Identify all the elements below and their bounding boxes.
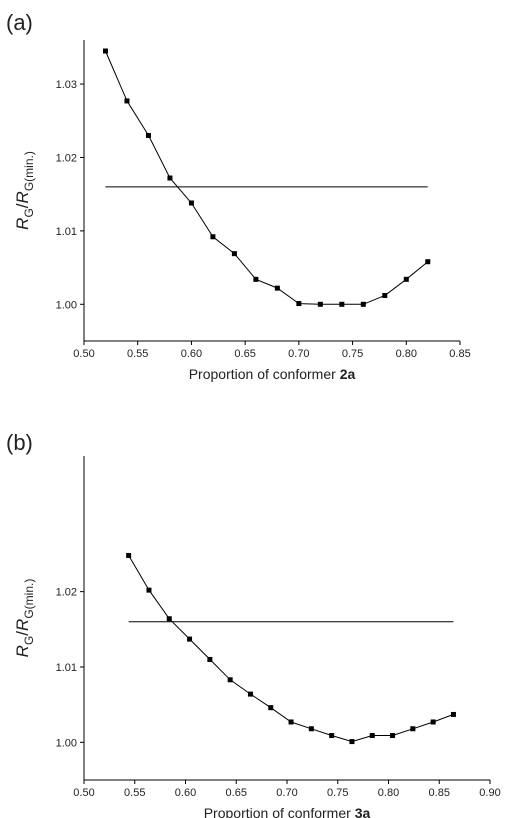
- y-tick-label: 1.02: [56, 152, 77, 164]
- y-label-part: R: [13, 191, 32, 203]
- data-point: [317, 301, 323, 307]
- data-point: [126, 552, 132, 558]
- x-axis-label: Proportion of conformer 3a: [204, 805, 371, 818]
- x-tick-label: 0.90: [479, 787, 500, 799]
- data-point: [231, 251, 237, 257]
- data-point: [167, 175, 173, 181]
- x-tick-label: 0.50: [73, 348, 94, 360]
- data-point: [145, 132, 151, 138]
- x-tick-label: 0.55: [127, 348, 148, 360]
- data-point: [102, 48, 108, 54]
- data-point: [207, 656, 213, 662]
- x-tick-label: 0.70: [288, 348, 309, 360]
- y-label-part: G(min.): [22, 151, 36, 191]
- data-point: [425, 259, 431, 265]
- data-point: [410, 726, 416, 732]
- x-label-text: Proportion of conformer: [204, 805, 355, 818]
- x-tick-label: 0.75: [342, 348, 363, 360]
- data-point: [382, 292, 388, 298]
- x-tick-label: 0.85: [449, 348, 470, 360]
- x-tick-label: 0.50: [73, 787, 94, 799]
- data-point: [187, 636, 193, 642]
- data-point: [369, 733, 375, 739]
- y-label-part: G: [22, 208, 36, 217]
- data-point: [403, 276, 409, 282]
- data-point: [146, 587, 152, 593]
- data-point: [124, 98, 130, 104]
- data-point: [166, 616, 172, 622]
- data-point: [339, 301, 345, 307]
- panel-label: (b): [6, 430, 33, 455]
- y-axis-label: RG/RG(min.): [13, 579, 36, 658]
- data-point: [430, 719, 436, 725]
- y-label-part: R: [13, 645, 32, 657]
- x-tick-label: 0.70: [276, 787, 297, 799]
- y-label-part: /: [13, 203, 32, 208]
- fit-curve: [128, 555, 454, 743]
- x-label-compound: 3a: [355, 805, 371, 818]
- fit-curve: [105, 50, 429, 305]
- data-point: [308, 726, 314, 732]
- x-tick-label: 0.80: [396, 348, 417, 360]
- y-tick-label: 1.01: [56, 226, 77, 238]
- x-label-compound: 2a: [340, 366, 356, 382]
- data-point: [360, 301, 366, 307]
- y-label-part: /: [13, 631, 32, 636]
- data-point: [288, 719, 294, 725]
- data-point: [349, 739, 355, 745]
- y-tick-label: 1.00: [56, 299, 77, 311]
- x-tick-label: 0.60: [175, 787, 196, 799]
- data-point: [296, 301, 302, 307]
- x-tick-label: 0.85: [429, 787, 450, 799]
- x-tick-label: 0.60: [181, 348, 202, 360]
- y-tick-label: 1.00: [56, 737, 77, 749]
- y-tick-label: 1.02: [56, 587, 77, 599]
- data-point: [188, 200, 194, 206]
- panel-label: (a): [6, 10, 33, 35]
- y-label-part: G(min.): [22, 579, 36, 619]
- y-label-part: R: [13, 619, 32, 631]
- x-axis-label: Proportion of conformer 2a: [189, 366, 356, 382]
- data-point: [390, 733, 396, 739]
- x-tick-label: 0.75: [327, 787, 348, 799]
- x-tick-label: 0.65: [226, 787, 247, 799]
- y-axis-label: RG/RG(min.): [13, 151, 36, 230]
- data-point: [450, 711, 456, 717]
- data-point: [253, 276, 259, 282]
- data-point: [329, 733, 335, 739]
- y-tick-label: 1.03: [56, 79, 77, 91]
- data-point: [247, 691, 253, 697]
- y-label-part: G: [22, 636, 36, 645]
- data-point: [227, 677, 233, 683]
- x-label-text: Proportion of conformer: [189, 366, 340, 382]
- data-point: [268, 705, 274, 711]
- x-tick-label: 0.80: [378, 787, 399, 799]
- data-point: [274, 285, 280, 291]
- x-tick-label: 0.65: [234, 348, 255, 360]
- x-tick-label: 0.55: [124, 787, 145, 799]
- y-label-part: R: [13, 218, 32, 230]
- y-tick-label: 1.01: [56, 662, 77, 674]
- data-point: [210, 234, 216, 240]
